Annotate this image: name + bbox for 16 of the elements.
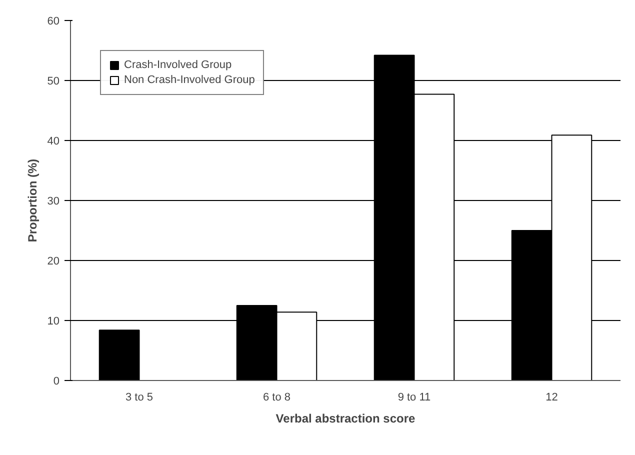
y-tick-label: 20: [47, 256, 60, 268]
y-tick-label: 40: [47, 136, 60, 148]
x-tick-label: 12: [546, 392, 558, 404]
x-tick-label: 9 to 11: [398, 392, 431, 404]
y-tick-label: 60: [47, 16, 60, 28]
y-axis-title: Proportion (%): [25, 158, 40, 242]
y-tick-label: 30: [47, 196, 60, 208]
x-tick-label: 3 to 5: [125, 392, 154, 404]
y-tick-label: 0: [53, 376, 60, 388]
bar: [98, 330, 140, 380]
y-tick-label: 10: [47, 316, 60, 328]
y-tick-label: 50: [47, 76, 60, 88]
x-axis-title: Verbal abstraction score: [276, 412, 416, 426]
legend-label: Crash-Involved Group: [124, 59, 232, 71]
legend-label: Non Crash-Involved Group: [124, 74, 255, 86]
x-tick-label: 6 to 8: [262, 392, 291, 404]
